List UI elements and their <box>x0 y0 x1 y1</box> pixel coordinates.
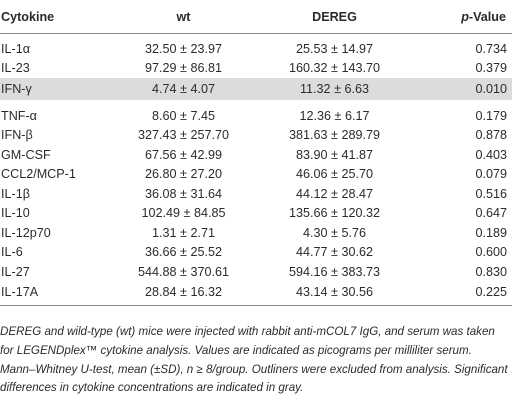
cell-p-value: 0.403 <box>475 147 507 162</box>
cell-wt: 28.84 ± 16.32 <box>111 281 256 306</box>
cell-p-value: 0.734 <box>475 41 507 56</box>
cell-dereg: 44.12 ± 28.47 <box>296 186 373 201</box>
cell-cytokine: TNF-α <box>1 108 37 123</box>
header-cytokine: Cytokine <box>0 0 111 34</box>
table-row: GM-CSF 67.56 ± 42.99 83.90 ± 41.87 0.403 <box>0 145 512 165</box>
cell-wt: 36.66 ± 25.52 <box>145 245 222 260</box>
cell-p-value: 0.010 <box>413 77 512 100</box>
cell-p-value: 0.516 <box>475 186 507 201</box>
cell-wt: 102.49 ± 84.85 <box>141 206 226 221</box>
header-p-value: p-Value <box>413 0 512 34</box>
table-footnote: DEREG and wild-type (wt) mice were injec… <box>0 325 508 395</box>
header-p-rest: -Value <box>468 9 506 24</box>
cell-cytokine: IL-27 <box>1 264 30 279</box>
cell-p-value: 0.179 <box>475 108 507 123</box>
table-row: IL-27 544.88 ± 370.61 594.16 ± 383.73 0.830 <box>0 262 512 282</box>
cell-cytokine: CCL2/MCP-1 <box>1 167 76 182</box>
cell-dereg: 381.63 ± 289.79 <box>289 128 380 143</box>
cell-p-value: 0.079 <box>475 167 507 182</box>
cell-dereg: 135.66 ± 120.32 <box>289 206 380 221</box>
cell-p-value: 0.189 <box>475 225 507 240</box>
cell-cytokine: IL-23 <box>1 60 30 75</box>
cell-cytokine: IL-6 <box>1 245 23 260</box>
header-wt: wt <box>111 0 256 34</box>
cell-p-value: 0.830 <box>475 264 507 279</box>
cell-p-value: 0.600 <box>475 245 507 260</box>
cell-wt: 1.31 ± 2.71 <box>152 225 215 240</box>
cell-dereg: 46.06 ± 25.70 <box>296 167 373 182</box>
table-row: IL-1α 32.50 ± 23.97 25.53 ± 14.97 0.734 <box>0 34 512 59</box>
header-dereg: DEREG <box>256 0 413 34</box>
cell-wt: 67.56 ± 42.99 <box>145 147 222 162</box>
cell-cytokine: IFN-β <box>1 128 33 143</box>
cell-cytokine: IL-10 <box>1 206 30 221</box>
table-row: IL-17A 28.84 ± 16.32 43.14 ± 30.56 0.225 <box>0 281 512 306</box>
cell-cytokine: IL-17A <box>0 281 111 306</box>
cell-dereg: 43.14 ± 30.56 <box>256 281 413 306</box>
header-p-italic: p <box>461 9 469 24</box>
table-row: IFN-β 327.43 ± 257.70 381.63 ± 289.79 0.878 <box>0 126 512 146</box>
table-row: IL-12p70 1.31 ± 2.71 4.30 ± 5.76 0.189 <box>0 223 512 243</box>
cell-dereg: 4.30 ± 5.76 <box>303 225 366 240</box>
cell-cytokine: IFN-γ <box>0 77 111 100</box>
cell-dereg: 11.32 ± 6.63 <box>256 77 413 100</box>
cell-dereg: 83.90 ± 41.87 <box>296 147 373 162</box>
table-row: TNF-α 8.60 ± 7.45 12.36 ± 6.17 0.179 <box>0 100 512 126</box>
cell-dereg: 44.77 ± 30.62 <box>296 245 373 260</box>
table-row: CCL2/MCP-1 26.80 ± 27.20 46.06 ± 25.70 0.07… <box>0 165 512 185</box>
table-row: IL-23 97.29 ± 86.81 160.32 ± 143.70 0.379 <box>0 58 512 78</box>
cell-wt: 4.74 ± 4.07 <box>111 77 256 100</box>
cell-cytokine: IL-12p70 <box>1 225 51 240</box>
cell-wt: 544.88 ± 370.61 <box>138 264 229 279</box>
cell-cytokine: GM-CSF <box>1 147 51 162</box>
cell-p-value: 0.647 <box>475 206 507 221</box>
table-row: IL-1β 36.08 ± 31.64 44.12 ± 28.47 0.516 <box>0 184 512 204</box>
cell-wt: 97.29 ± 86.81 <box>145 60 222 75</box>
cell-p-value: 0.225 <box>413 281 512 306</box>
cell-cytokine: IL-1β <box>1 186 30 201</box>
table-row: IFN-γ 4.74 ± 4.07 11.32 ± 6.63 0.010 <box>0 77 512 100</box>
cell-wt: 32.50 ± 23.97 <box>145 41 222 56</box>
cell-dereg: 594.16 ± 383.73 <box>289 264 380 279</box>
cell-wt: 327.43 ± 257.70 <box>138 128 229 143</box>
cell-dereg: 160.32 ± 143.70 <box>289 60 380 75</box>
table-row: IL-6 36.66 ± 25.52 44.77 ± 30.62 0.600 <box>0 243 512 263</box>
cell-p-value: 0.379 <box>475 60 507 75</box>
cell-p-value: 0.878 <box>475 128 507 143</box>
table-header: Cytokine wt DEREG p-Value <box>0 0 512 34</box>
table-body: IL-1α 32.50 ± 23.97 25.53 ± 14.97 0.734 IL-2… <box>0 34 512 306</box>
table-row: IL-10 102.49 ± 84.85 135.66 ± 120.32 0.647 <box>0 204 512 224</box>
cytokine-table: Cytokine wt DEREG p-Value IL-1α 32.50 ± 2… <box>0 0 512 306</box>
cell-dereg: 25.53 ± 14.97 <box>296 41 373 56</box>
cell-wt: 8.60 ± 7.45 <box>152 108 215 123</box>
cell-wt: 36.08 ± 31.64 <box>145 186 222 201</box>
cell-cytokine: IL-1α <box>1 41 30 56</box>
cell-dereg: 12.36 ± 6.17 <box>299 108 370 123</box>
cell-wt: 26.80 ± 27.20 <box>145 167 222 182</box>
